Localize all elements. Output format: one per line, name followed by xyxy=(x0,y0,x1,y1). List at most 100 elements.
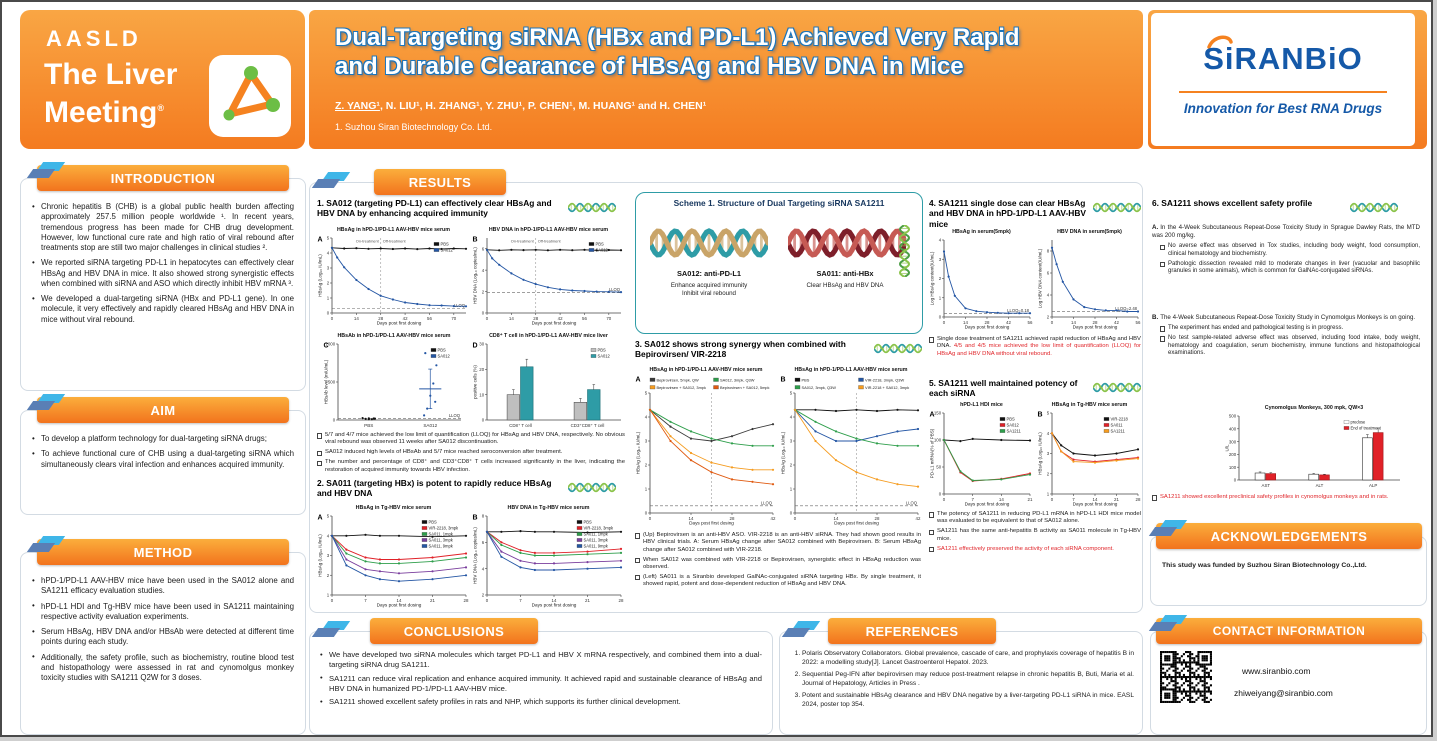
bullet-item: We have developed two siRNA molecules wh… xyxy=(320,650,762,670)
svg-text:4: 4 xyxy=(1047,431,1050,436)
blockA-lead: A. In the 4-Week Subcutaneous Repeat-Dose… xyxy=(1152,224,1420,240)
svg-text:56: 56 xyxy=(1028,320,1033,325)
svg-text:14: 14 xyxy=(552,598,557,603)
svg-text:LLOQ: LLOQ xyxy=(454,303,466,308)
sa012-label: SA012: anti-PD-L1 xyxy=(676,269,742,278)
svg-text:U/L: U/L xyxy=(1225,444,1230,452)
svg-text:14: 14 xyxy=(963,320,968,325)
svg-text:Bepirovirsen + SA012, 5mpk: Bepirovirsen + SA012, 5mpk xyxy=(720,385,769,390)
bullet-item: Serum HBsAg, HBV DNA and/or HBsAb were d… xyxy=(32,627,294,648)
result6-notes: SA1211 showed excellent preclinical safe… xyxy=(1152,494,1420,504)
brand-divider xyxy=(1179,91,1387,93)
results-title: RESULTS xyxy=(408,174,472,190)
svg-text:On-treatment: On-treatment xyxy=(511,239,535,244)
svg-text:Days post first dosing: Days post first dosing xyxy=(1073,502,1118,507)
svg-text:30: 30 xyxy=(479,342,484,347)
svg-text:21: 21 xyxy=(1028,497,1033,502)
svg-text:Log HBsAg content(IU/mL): Log HBsAg content(IU/mL) xyxy=(930,251,935,305)
conclusions-header: CONCLUSIONS xyxy=(370,618,538,644)
svg-text:C: C xyxy=(324,343,329,350)
brand-tagline: Innovation for Best RNA Drugs xyxy=(1183,101,1383,116)
svg-text:0: 0 xyxy=(939,315,942,320)
sa011-helix-icon xyxy=(788,223,906,263)
svg-text:5: 5 xyxy=(1047,411,1050,416)
result1-notes: 5/7 and 4/7 mice achieved the low limit … xyxy=(317,432,625,476)
svg-text:A: A xyxy=(636,377,641,384)
svg-text:2: 2 xyxy=(1047,315,1050,320)
svg-text:AST: AST xyxy=(1262,483,1271,488)
svg-text:56: 56 xyxy=(1136,320,1141,325)
svg-text:Days post first dosing: Days post first dosing xyxy=(689,521,734,526)
svg-text:2: 2 xyxy=(327,281,330,286)
svg-text:SA012, 3mpk, Q3W: SA012, 3mpk, Q3W xyxy=(802,385,837,390)
introduction-body: Chronic hepatitis B (CHB) is a global pu… xyxy=(32,201,294,330)
authors-line: Z. YANG¹, N. LIU¹, H. ZHANG¹, Y. ZHU¹, P… xyxy=(335,100,1125,112)
note-text: Single dose treatment of SA1211 achieved… xyxy=(937,336,1141,350)
note-text-red: 4/5 and 4/5 mice achieved the low limit … xyxy=(937,343,1141,357)
svg-text:SA011: SA011 xyxy=(1111,423,1124,428)
svg-text:28: 28 xyxy=(730,516,735,521)
chart-sa1211-hbsag: HBsAg in serum(5mpk) 0 1 2 3 4 0 14 28 42 56 Days p… xyxy=(929,229,1033,330)
chart-vir2218-combo: HBsAg in hPD-1/PD-L1 AAV-HBV mice serum 0… xyxy=(780,367,921,526)
svg-text:56: 56 xyxy=(582,316,587,321)
dna-helix-icon xyxy=(874,342,922,355)
svg-text:VIR-2218, 3mpk: VIR-2218, 3mpk xyxy=(584,526,615,531)
svg-text:D: D xyxy=(473,343,478,350)
blockB-bullets: The experiment has ended and pathologica… xyxy=(1152,325,1420,358)
sa011-label: SA011: anti-HBx xyxy=(816,269,874,278)
svg-text:6: 6 xyxy=(482,540,485,545)
svg-text:LLOQ: LLOQ xyxy=(609,287,621,292)
title-banner: Dual-Targeting siRNA (HBx and PD-L1) Ach… xyxy=(309,10,1143,149)
bullet-item: (Up) Bepirovirsen is an anti-HBV ASO. VI… xyxy=(635,532,921,554)
svg-text:SA012: SA012 xyxy=(1007,423,1020,428)
svg-text:CD8⁺ T cell: CD8⁺ T cell xyxy=(509,423,532,428)
bullet-item: hPD-1/PD-L1 AAV-HBV mice have been used … xyxy=(32,576,294,597)
svg-text:500: 500 xyxy=(328,380,336,385)
siranbio-logo-card: SiRANBiO Innovation for Best RNA Drugs xyxy=(1151,13,1415,146)
svg-text:3: 3 xyxy=(327,553,330,558)
svg-text:21: 21 xyxy=(430,598,435,603)
svg-text:0: 0 xyxy=(482,418,485,423)
introduction-header: INTRODUCTION xyxy=(37,165,289,191)
svg-text:28: 28 xyxy=(1136,497,1141,502)
svg-text:SA012: SA012 xyxy=(423,423,437,428)
chart-monkey-safety: Cynomolgus Monkeys, 300 mpk, QW×3 0 100 200… xyxy=(1224,404,1404,488)
svg-text:28: 28 xyxy=(378,316,383,321)
result6-title: 6. SA1211 shows excellent safety profile xyxy=(1152,198,1313,208)
svg-text:SA012: SA012 xyxy=(596,248,609,253)
method-body: hPD-1/PD-L1 AAV-HBV mice have been used … xyxy=(32,576,294,688)
svg-text:0: 0 xyxy=(331,316,334,321)
svg-text:LLOQ: LLOQ xyxy=(449,413,461,418)
svg-text:HBsAg (Log₁₀ IU/mL): HBsAg (Log₁₀ IU/mL) xyxy=(318,254,323,297)
svg-text:End of treatment: End of treatment xyxy=(1351,426,1382,431)
conclusions-title: CONCLUSIONS xyxy=(403,623,505,639)
svg-text:14: 14 xyxy=(689,516,694,521)
svg-text:42: 42 xyxy=(916,516,921,521)
email-link[interactable]: zhiweiyang@siranbio.com xyxy=(1234,688,1333,698)
svg-text:4: 4 xyxy=(327,533,330,538)
svg-text:0: 0 xyxy=(1051,320,1054,325)
bullet-item: Pathologic dissection revealed mild to m… xyxy=(1160,261,1420,276)
svg-text:Days post first dosing: Days post first dosing xyxy=(1073,325,1118,330)
svg-text:6: 6 xyxy=(1047,271,1050,276)
svg-text:150: 150 xyxy=(934,411,942,416)
svg-text:0: 0 xyxy=(939,492,942,497)
svg-text:Days post first dosing: Days post first dosing xyxy=(532,321,577,326)
aim-body: To develop a platform technology for dua… xyxy=(32,433,294,475)
svg-text:PBS: PBS xyxy=(441,242,449,247)
website-link[interactable]: www.siranbio.com xyxy=(1242,666,1311,676)
svg-text:0: 0 xyxy=(790,511,793,516)
svg-text:7: 7 xyxy=(364,598,367,603)
reference-item: Polaris Observatory Collaborators. Globa… xyxy=(802,650,1134,667)
meeting-text: Meeting xyxy=(44,96,158,129)
svg-text:4: 4 xyxy=(1047,293,1050,298)
first-author: Z. YANG¹ xyxy=(335,100,380,112)
svg-text:42: 42 xyxy=(1006,320,1011,325)
result3-title: 3. SA012 shows strong synergy when combi… xyxy=(635,339,846,360)
svg-text:500: 500 xyxy=(1229,414,1237,419)
siranbio-swirl-icon xyxy=(1207,35,1233,49)
svg-text:Days post first dosing: Days post first dosing xyxy=(965,502,1010,507)
svg-text:HBV DNA (Log₁₀ copies/mL): HBV DNA (Log₁₀ copies/mL) xyxy=(473,527,478,584)
svg-text:0: 0 xyxy=(943,320,946,325)
svg-text:HBsAg (Log₁₀ IU/mL): HBsAg (Log₁₀ IU/mL) xyxy=(781,431,786,474)
